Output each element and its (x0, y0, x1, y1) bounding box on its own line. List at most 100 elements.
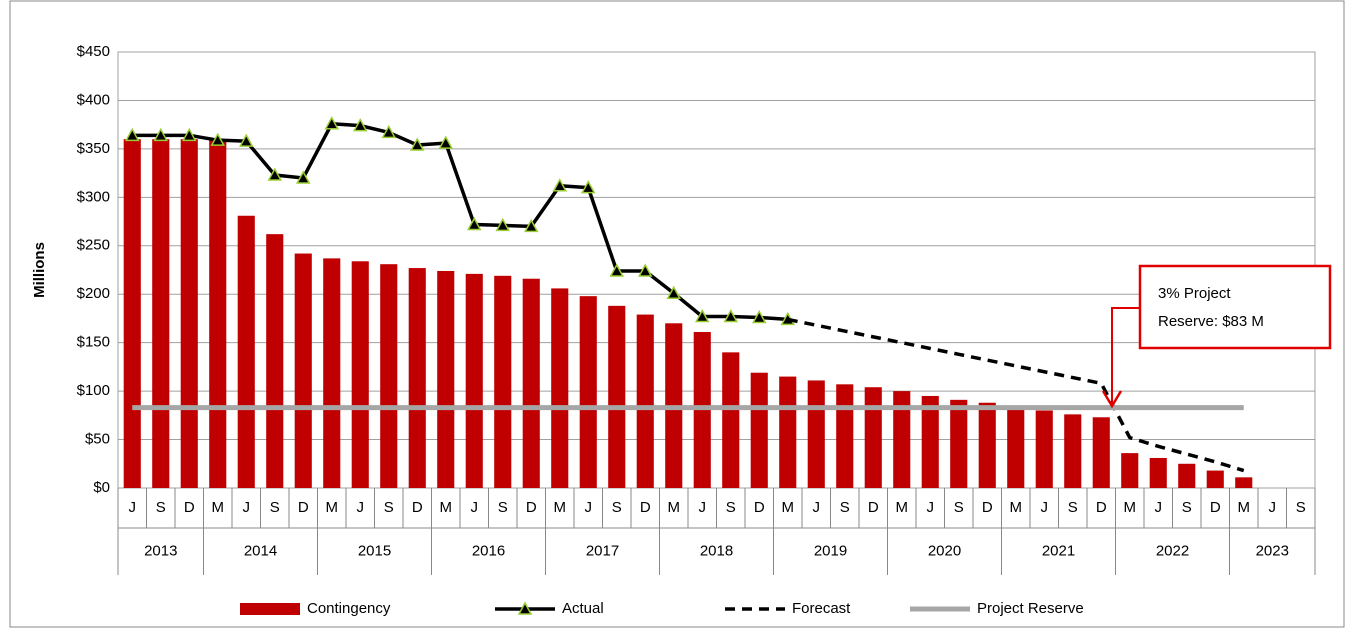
bar (636, 314, 654, 488)
x-tick-label: M (1124, 499, 1137, 516)
year-label: 2021 (1042, 542, 1075, 559)
x-tick-label: M (326, 499, 339, 516)
y-tick-label: $350 (77, 140, 110, 157)
marker (751, 309, 767, 324)
x-tick-label: J (927, 499, 935, 516)
x-tick-label: S (840, 499, 850, 516)
year-label: 2014 (244, 542, 277, 559)
bar (608, 305, 626, 488)
x-tick-label: S (954, 499, 964, 516)
x-tick-label: D (1210, 499, 1221, 516)
x-tick-label: J (471, 499, 479, 516)
year-label: 2013 (144, 542, 177, 559)
legend-swatch (240, 603, 300, 615)
bar (408, 268, 426, 488)
y-axis-label: Millions (31, 242, 48, 298)
bar (864, 387, 882, 488)
bar (1121, 453, 1139, 488)
marker (523, 218, 539, 233)
bar (1206, 470, 1224, 488)
marker (666, 285, 682, 300)
marker (295, 170, 311, 184)
year-label: 2015 (358, 542, 391, 559)
marker (409, 137, 425, 151)
x-tick-label: M (896, 499, 909, 516)
year-label: 2022 (1156, 542, 1189, 559)
x-tick-label: J (243, 499, 251, 516)
x-tick-label: S (1182, 499, 1192, 516)
y-tick-label: $150 (77, 334, 110, 351)
bar (437, 270, 455, 488)
line (132, 121, 788, 322)
marker (552, 178, 568, 192)
legend-label: Project Reserve (977, 600, 1084, 617)
legend-label: Forecast (792, 600, 851, 617)
bar (921, 395, 939, 488)
bar (522, 278, 540, 488)
y-tick-label: $0 (93, 479, 110, 496)
annotation-arrowhead (1101, 390, 1123, 409)
bar (152, 139, 170, 488)
x-tick-label: S (1068, 499, 1078, 516)
bar (779, 376, 797, 488)
x-tick-label: J (129, 499, 137, 516)
x-tick-label: M (1010, 499, 1023, 516)
marker (694, 308, 710, 323)
bar (266, 234, 284, 488)
marker (495, 217, 511, 232)
bar (465, 273, 483, 488)
x-tick-label: S (612, 499, 622, 516)
bar (351, 261, 369, 488)
x-tick-label: J (585, 499, 593, 516)
x-tick-label: M (782, 499, 795, 516)
marker (381, 124, 397, 139)
bar (380, 264, 398, 488)
marker (267, 167, 283, 181)
x-tick-label: J (357, 499, 365, 516)
bar (1064, 414, 1082, 488)
bar (551, 288, 569, 488)
bar (294, 253, 312, 488)
y-tick-label: $250 (77, 237, 110, 254)
x-tick-label: S (156, 499, 166, 516)
bar (978, 402, 996, 488)
bar (494, 275, 512, 488)
marker (153, 127, 169, 142)
x-tick-label: M (668, 499, 681, 516)
year-label: 2018 (700, 542, 733, 559)
annotation-text: 3% Project (1158, 285, 1231, 302)
x-tick-label: S (270, 499, 280, 516)
marker (580, 180, 596, 194)
x-tick-label: M (1238, 499, 1251, 516)
x-tick-label: M (554, 499, 567, 516)
y-tick-label: $50 (85, 431, 110, 448)
x-tick-label: J (1155, 499, 1163, 516)
bar (323, 258, 341, 488)
legend-marker (517, 601, 533, 615)
x-tick-label: D (754, 499, 765, 516)
y-tick-label: $200 (77, 285, 110, 302)
bar (893, 391, 911, 488)
bar (750, 372, 768, 488)
y-tick-label: $400 (77, 91, 110, 108)
year-label: 2020 (928, 542, 961, 559)
x-tick-label: S (498, 499, 508, 516)
bar (1178, 463, 1196, 488)
bar (180, 139, 198, 488)
bar (722, 352, 740, 488)
bar (836, 384, 854, 488)
bar (1035, 410, 1053, 488)
x-tick-label: S (1296, 499, 1306, 516)
legend-label: Actual (562, 600, 604, 617)
y-tick-label: $100 (77, 382, 110, 399)
annotation-box (1138, 264, 1332, 350)
bar (579, 296, 597, 488)
x-tick-label: D (1096, 499, 1107, 516)
y-tick-label: $300 (77, 188, 110, 205)
bar (123, 139, 141, 488)
marker (352, 118, 368, 132)
bar (950, 399, 968, 488)
bar (1007, 407, 1025, 488)
marker (723, 308, 739, 323)
annotation-text: Reserve: $83 M (1158, 313, 1264, 330)
